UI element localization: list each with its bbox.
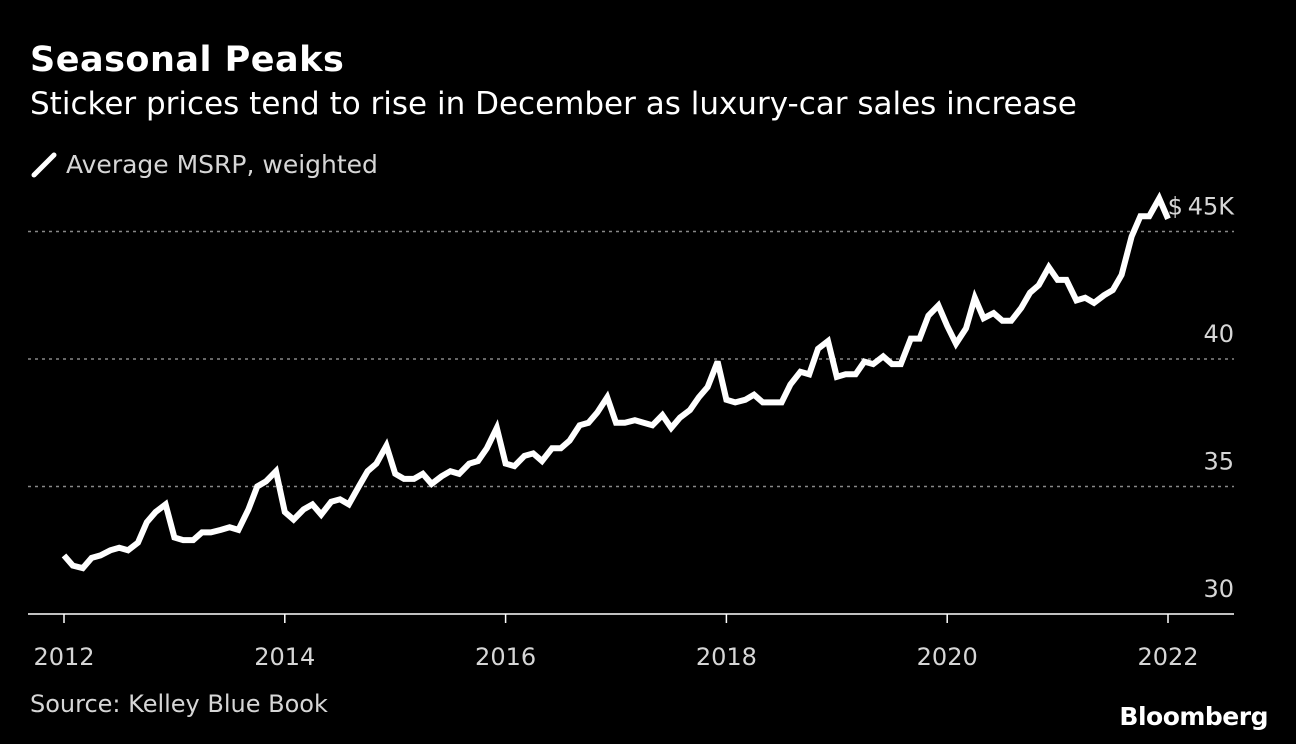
- label-layer: 30 35 40 $ 45K 2012 2014 2016 2018 2020 2022: [33, 193, 1235, 672]
- legend-label: Average MSRP, weighted: [66, 150, 378, 179]
- y-tick-label: 40: [1203, 320, 1234, 348]
- y-tick-label: 30: [1203, 575, 1234, 603]
- x-tick-label: 2022: [1137, 643, 1198, 671]
- bloomberg-logo: Bloomberg: [1119, 702, 1268, 731]
- grid-layer: [28, 230, 1234, 488]
- x-tick-label: 2012: [33, 643, 94, 671]
- legend: Average MSRP, weighted: [30, 150, 378, 179]
- legend-line-icon: [31, 152, 57, 177]
- y-tick-label: 35: [1203, 448, 1234, 476]
- axis-layer: [28, 613, 1234, 623]
- x-tick-label: 2016: [475, 643, 536, 671]
- x-tick-label: 2020: [917, 643, 978, 671]
- series-line-0: [61, 191, 1171, 572]
- x-tick-label: 2018: [696, 643, 757, 671]
- y-tick-label: $ 45K: [1168, 193, 1236, 221]
- x-tick-label: 2014: [254, 643, 315, 671]
- chart-subtitle: Sticker prices tend to rise in December …: [30, 86, 1077, 122]
- series-layer: [61, 191, 1171, 572]
- chart-title: Seasonal Peaks: [30, 40, 345, 80]
- source-note: Source: Kelley Blue Book: [30, 690, 328, 718]
